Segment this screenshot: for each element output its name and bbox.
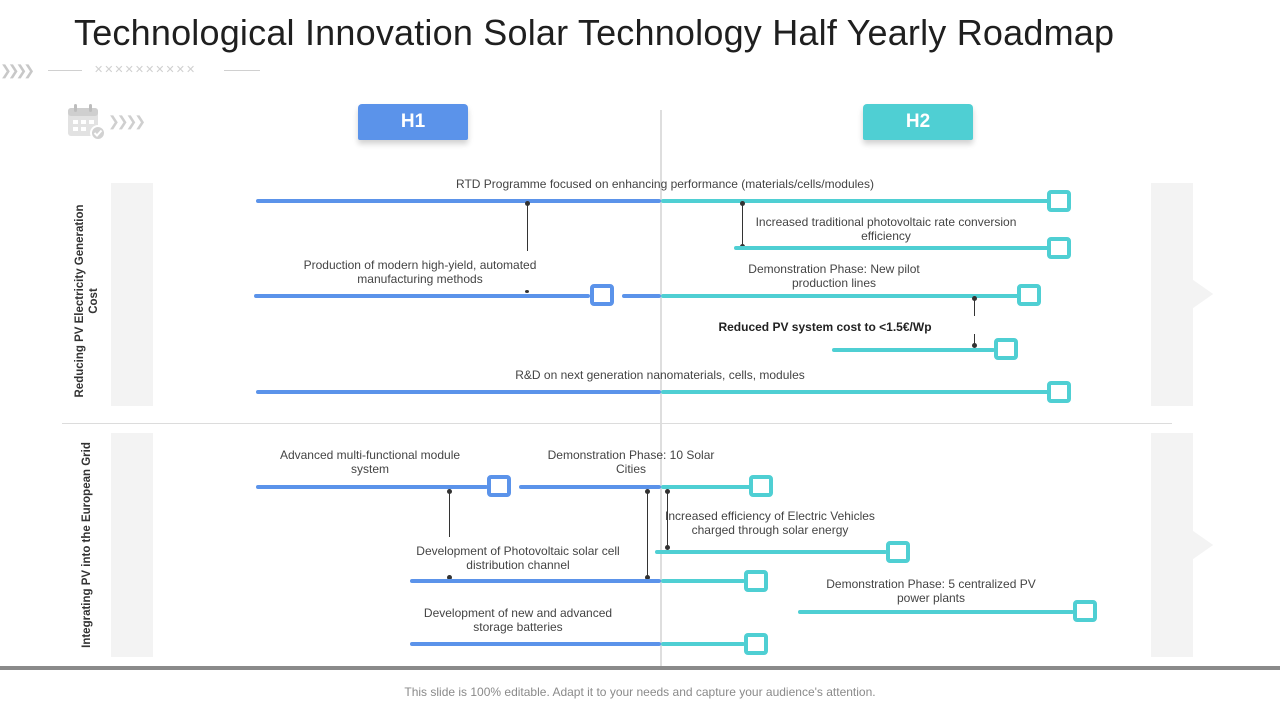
connector xyxy=(527,203,528,251)
task-label: Demonstration Phase: 10 Solar Cities xyxy=(547,448,715,476)
connector xyxy=(667,491,668,547)
task-bar xyxy=(622,294,661,298)
milestone-node xyxy=(886,541,910,563)
connector xyxy=(974,334,975,346)
connector xyxy=(449,491,450,537)
task-label: Advanced multi-functional module system xyxy=(279,448,461,476)
task-bar xyxy=(256,199,661,203)
task-bar xyxy=(661,390,1053,394)
task-bar xyxy=(254,294,590,298)
task-bar xyxy=(256,390,661,394)
milestone-node xyxy=(487,475,511,497)
milestone-node xyxy=(744,633,768,655)
left-side-panel xyxy=(111,183,173,406)
milestone-node xyxy=(749,475,773,497)
task-bar xyxy=(661,294,1023,298)
decor-line xyxy=(48,70,82,71)
task-bar xyxy=(256,485,488,489)
half-divider xyxy=(660,110,662,668)
connector-dot xyxy=(972,343,977,348)
connector-dot xyxy=(645,575,650,580)
milestone-node xyxy=(994,338,1018,360)
milestone-node xyxy=(1017,284,1041,306)
row-label-cost: Reducing PV Electricity Generation Cost xyxy=(74,204,100,398)
task-label: RTD Programme focused on enhancing perfo… xyxy=(456,177,874,191)
connector-dot xyxy=(447,575,452,580)
task-bar xyxy=(661,579,745,583)
bottom-bar xyxy=(0,666,1280,670)
connector-dot xyxy=(525,290,529,293)
decor-pattern: ✕✕✕✕✕✕✕✕✕✕ xyxy=(94,64,197,76)
connector xyxy=(647,491,648,578)
task-label: Demonstration Phase: New pilot productio… xyxy=(748,262,920,290)
task-label: Reduced PV system cost to <1.5€/Wp xyxy=(718,320,932,334)
phase-h2: H2 xyxy=(863,104,973,140)
connector-dot xyxy=(525,201,530,206)
footer-note: This slide is 100% editable. Adapt it to… xyxy=(404,685,876,699)
task-bar xyxy=(655,550,887,554)
task-bar xyxy=(798,610,1074,614)
milestone-node xyxy=(1047,237,1071,259)
task-bar xyxy=(661,642,745,646)
chevron-right-icon: ❯❯❯❯ xyxy=(108,113,146,129)
milestone-node xyxy=(590,284,614,306)
connector xyxy=(974,298,975,316)
arrow-right-icon xyxy=(1193,280,1213,308)
task-label: Increased efficiency of Electric Vehicle… xyxy=(665,509,875,537)
right-side-panel xyxy=(1151,183,1213,406)
arrow-right-icon xyxy=(1193,531,1213,559)
task-label: Increased traditional photovoltaic rate … xyxy=(755,215,1017,243)
calendar-icon xyxy=(68,104,106,141)
task-bar xyxy=(661,199,1053,203)
right-side-panel xyxy=(1151,433,1213,657)
phase-h1: H1 xyxy=(358,104,468,140)
connector-dot xyxy=(665,545,670,550)
task-bar xyxy=(734,246,1054,250)
milestone-node xyxy=(1047,190,1071,212)
arrow-right-icon xyxy=(153,531,173,559)
row-label-grid: Integrating PV into the European Grid xyxy=(81,442,93,648)
task-label: Development of new and advanced storage … xyxy=(423,606,613,634)
milestone-node xyxy=(744,570,768,592)
task-bar xyxy=(410,579,661,583)
left-side-panel xyxy=(111,433,173,657)
task-bar xyxy=(661,485,751,489)
decor-line xyxy=(224,70,260,71)
task-label: Demonstration Phase: 5 centralized PV po… xyxy=(826,577,1036,605)
milestone-node xyxy=(1047,381,1071,403)
arrow-right-icon xyxy=(153,280,173,308)
task-bar xyxy=(832,348,995,352)
milestone-node xyxy=(1073,600,1097,622)
connector-dot xyxy=(740,201,745,206)
task-bar xyxy=(519,485,661,489)
task-label: Development of Photovoltaic solar cell d… xyxy=(416,544,620,572)
task-label: R&D on next generation nanomaterials, ce… xyxy=(515,368,805,382)
page-title: Technological Innovation Solar Technolog… xyxy=(74,12,1115,53)
task-bar xyxy=(410,642,661,646)
connector xyxy=(742,203,743,247)
row-divider xyxy=(62,423,1172,424)
task-label: Production of modern high-yield, automat… xyxy=(303,258,537,286)
chevron-right-icon: ❯❯❯❯ xyxy=(0,62,35,78)
